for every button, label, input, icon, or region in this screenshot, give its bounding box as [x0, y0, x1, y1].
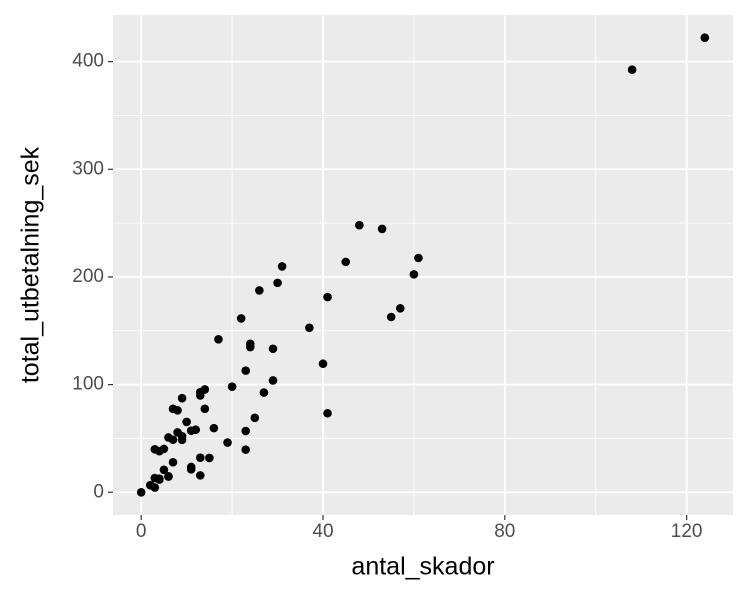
point [159, 465, 169, 475]
point [150, 445, 160, 454]
point [155, 474, 164, 484]
point [386, 312, 396, 322]
point [182, 417, 191, 427]
point [268, 344, 278, 354]
point [323, 408, 332, 418]
point [236, 314, 246, 323]
point [273, 278, 282, 288]
x-tick-label: 80 [494, 521, 515, 542]
point [186, 465, 196, 474]
x-tick-label: 120 [671, 521, 703, 542]
y-tick-label: 200 [72, 266, 104, 287]
point [323, 292, 332, 302]
point [250, 413, 260, 423]
point [395, 303, 405, 313]
point [305, 323, 314, 333]
point [191, 425, 201, 435]
point [245, 339, 255, 349]
point [195, 453, 205, 463]
point [241, 366, 251, 375]
point [268, 376, 278, 385]
point [255, 286, 264, 295]
point [168, 457, 178, 467]
point [227, 382, 237, 391]
point [177, 393, 187, 403]
panel [113, 15, 733, 515]
point [409, 270, 419, 279]
point [223, 438, 232, 447]
point [164, 433, 173, 442]
y-tick-label: 400 [72, 51, 104, 72]
point [277, 262, 287, 271]
point [150, 483, 160, 492]
point [195, 471, 205, 480]
y-tick-label: 0 [93, 481, 104, 502]
y-tick-label: 300 [72, 158, 104, 179]
point [414, 253, 423, 263]
point [377, 224, 387, 234]
point [173, 428, 182, 437]
x-tick-label: 0 [136, 521, 147, 542]
point [700, 33, 710, 43]
point [164, 472, 173, 481]
point [136, 487, 146, 497]
point [241, 426, 251, 436]
point [200, 404, 210, 414]
point [318, 359, 328, 369]
point [241, 445, 251, 454]
point [173, 406, 182, 415]
point [214, 334, 223, 344]
x-tick-label: 40 [312, 521, 333, 542]
x-axis-title: antal_skador [351, 553, 494, 581]
point [200, 385, 210, 394]
point [209, 423, 219, 433]
y-tick-label: 100 [72, 374, 104, 395]
point [205, 453, 214, 463]
point [341, 257, 351, 267]
point [627, 65, 637, 74]
point [355, 220, 364, 230]
y-axis-title: total_utbetalning_sek [17, 146, 45, 383]
point [259, 388, 269, 397]
point [159, 444, 169, 454]
